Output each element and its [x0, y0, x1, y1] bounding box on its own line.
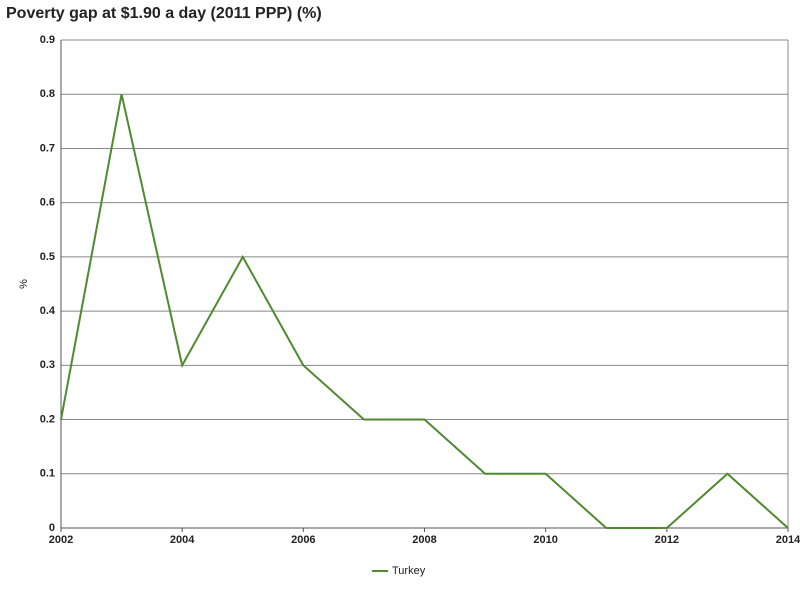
line — [60, 94, 789, 529]
legend-label: Turkey — [392, 565, 426, 577]
x-tick-label: 2012 — [655, 534, 679, 546]
y-tick-label: 0.9 — [40, 34, 55, 46]
y-tick-label: 0.6 — [40, 197, 55, 209]
y-tick-label: 0.5 — [40, 251, 55, 263]
y-axis-label: % — [18, 279, 30, 289]
y-tick-label: 0.4 — [40, 305, 56, 317]
x-tick-label: 2010 — [533, 534, 557, 546]
x-tick-label: 2006 — [291, 534, 315, 546]
chart-title: Poverty gap at $1.90 a day (2011 PPP) (%… — [6, 5, 322, 22]
x-tick-label: 2004 — [170, 534, 195, 546]
y-tick-label: 0.3 — [40, 359, 55, 371]
y-tick-label: 0.2 — [40, 413, 55, 425]
y-tick-label: 0.8 — [40, 88, 55, 100]
y-tick-label: 0.7 — [40, 142, 55, 154]
x-tick-label: 2014 — [776, 534, 800, 546]
y-tick-label: 0 — [49, 522, 55, 534]
x-tick-label: 2002 — [49, 534, 73, 546]
x-tick-label: 2008 — [412, 534, 436, 546]
y-tick-label: 0.1 — [40, 468, 55, 480]
